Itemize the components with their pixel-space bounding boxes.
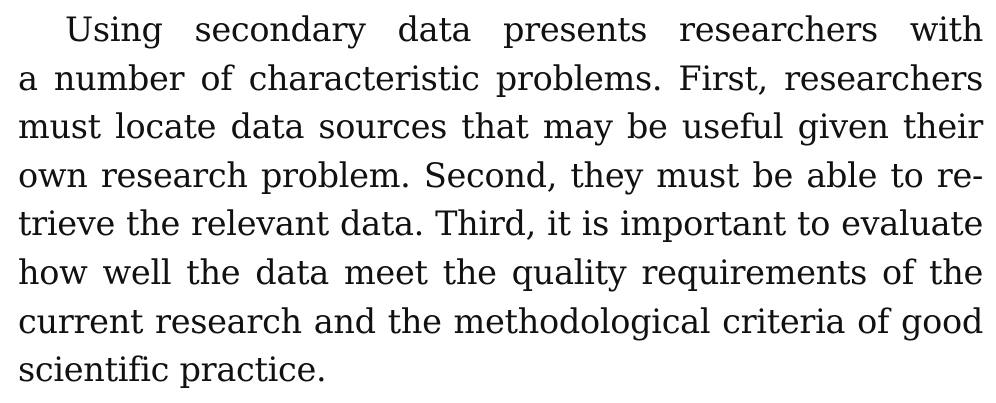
text-line: Using secondary data presents researcher… — [65, 10, 983, 49]
body-paragraph: Using secondary data presents researcher… — [18, 6, 983, 395]
text-line: own research problem. Second, they must … — [18, 155, 983, 195]
text-line: a number of characteristic problems. Fir… — [18, 58, 983, 98]
text-line: current research and the methodological … — [18, 301, 983, 341]
text-line: must locate data sources that may be use… — [18, 107, 983, 147]
document-page: Using secondary data presents researcher… — [18, 6, 983, 395]
text-line: trieve the relevant data. Third, it is i… — [18, 204, 983, 244]
text-line: scientific practice. — [18, 350, 327, 390]
text-line: how well the data meet the quality requi… — [18, 252, 983, 292]
